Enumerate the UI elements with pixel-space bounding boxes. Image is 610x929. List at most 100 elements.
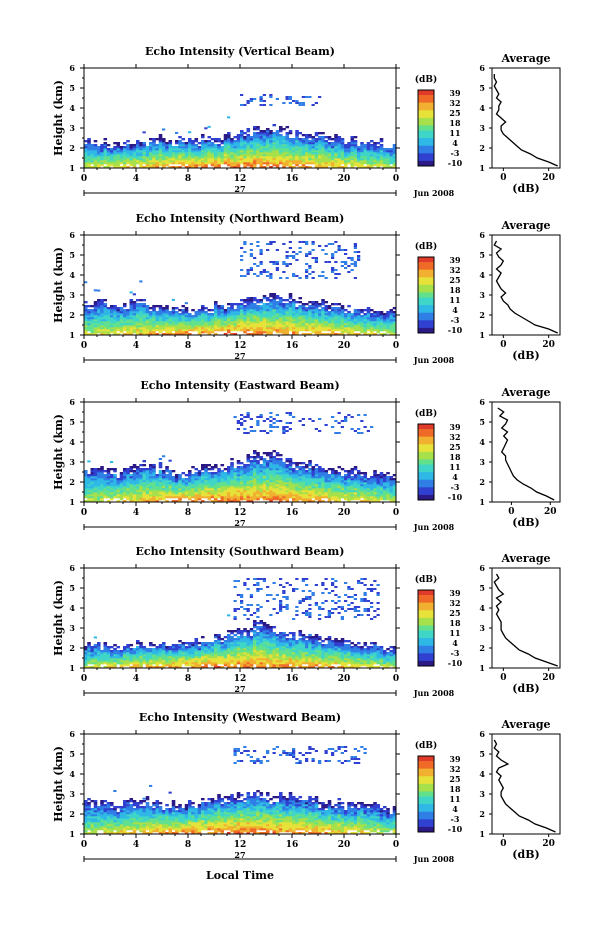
colorbar-segment	[418, 656, 434, 659]
colorbar-segment	[418, 809, 434, 812]
colorbar-segment	[418, 133, 434, 136]
colorbar-segment	[418, 595, 434, 598]
colorbar-segment	[418, 472, 434, 475]
colorbar-tick-label: -3	[451, 148, 460, 158]
colorbar-segment	[418, 272, 434, 275]
profile-y-tick-label: 2	[479, 477, 485, 487]
profile-y-tick-label: 6	[479, 563, 485, 573]
y-tick-label: 2	[69, 310, 75, 320]
profile-x-tick-label: 20	[542, 673, 555, 683]
colorbar-unit: (dB)	[415, 740, 437, 751]
colorbar-segment	[418, 776, 434, 779]
colorbar-segment	[418, 313, 434, 316]
profile-x-label: (dB)	[512, 848, 539, 861]
colorbar-segment	[418, 120, 434, 123]
colorbar-segment	[418, 131, 434, 134]
colorbar-segment	[418, 447, 434, 450]
colorbar-segment	[418, 262, 434, 265]
colorbar-tick-label: -10	[448, 492, 463, 502]
colorbar-tick-label: -10	[448, 325, 463, 335]
colorbar	[418, 590, 434, 666]
colorbar-segment	[418, 797, 434, 800]
colorbar-segment	[418, 105, 434, 108]
x-tick-label: 8	[185, 674, 191, 684]
colorbar-segment	[418, 452, 434, 455]
y-axis-label: Height (km)	[52, 414, 65, 490]
month-label: Jun 2008	[413, 688, 455, 698]
colorbar-segment	[418, 779, 434, 782]
colorbar-segment	[418, 310, 434, 313]
x-tick-label: 12	[234, 840, 247, 850]
colorbar-segment	[418, 93, 434, 96]
panel-title: Echo Intensity (Southward Beam)	[136, 545, 345, 558]
colorbar	[418, 756, 434, 832]
panel-title: Echo Intensity (Eastward Beam)	[140, 379, 339, 392]
y-tick-label: 6	[69, 63, 75, 73]
profile-title: Average	[500, 52, 550, 65]
colorbar-tick-label: 25	[449, 108, 460, 118]
colorbar-tick-label: -3	[451, 482, 460, 492]
colorbar-tick-label: 32	[449, 265, 460, 275]
colorbar-segment	[418, 625, 434, 628]
colorbar-segment	[418, 265, 434, 268]
colorbar-segment	[418, 295, 434, 298]
y-tick-label: 4	[69, 603, 75, 613]
colorbar-segment	[418, 807, 434, 810]
colorbar-tick-label: -3	[451, 315, 460, 325]
colorbar-segment	[418, 784, 434, 787]
y-tick-label: 4	[69, 769, 75, 779]
colorbar-segment	[418, 804, 434, 807]
colorbar-segment	[418, 285, 434, 288]
colorbar-segment	[418, 802, 434, 805]
panel-title: Echo Intensity (Northward Beam)	[136, 212, 345, 225]
y-tick-label: 4	[69, 270, 75, 280]
profile-x-label: (dB)	[512, 682, 539, 695]
y-tick-label: 1	[69, 663, 75, 673]
colorbar-segment	[418, 442, 434, 445]
profile-y-tick-label: 3	[479, 789, 485, 799]
colorbar-segment	[418, 475, 434, 478]
colorbar-segment	[418, 110, 434, 113]
colorbar-tick-label: 32	[449, 98, 460, 108]
colorbar-segment	[418, 270, 434, 273]
profile-y-tick-label: 5	[479, 417, 485, 427]
x-tick-label: 0	[81, 341, 87, 351]
profile-y-tick-label: 5	[479, 749, 485, 759]
colorbar-segment	[418, 824, 434, 827]
y-tick-label: 5	[69, 250, 75, 260]
colorbar-segment	[418, 477, 434, 480]
colorbar-segment	[418, 764, 434, 767]
colorbar-segment	[418, 125, 434, 128]
profile-y-tick-label: 2	[479, 143, 485, 153]
colorbar-segment	[418, 812, 434, 815]
colorbar-segment	[418, 95, 434, 98]
month-label: Jun 2008	[413, 355, 455, 365]
colorbar-segment	[418, 467, 434, 470]
colorbar-segment	[418, 300, 434, 303]
colorbar-segment	[418, 487, 434, 490]
profile-y-tick-label: 6	[479, 729, 485, 739]
colorbar-segment	[418, 161, 434, 164]
colorbar-segment	[418, 128, 434, 131]
y-axis-label: Height (km)	[52, 580, 65, 656]
colorbar-segment	[418, 439, 434, 442]
colorbar-segment	[418, 457, 434, 460]
colorbar-tick-label: 4	[452, 138, 458, 148]
colorbar-segment	[418, 108, 434, 111]
y-tick-label: 5	[69, 749, 75, 759]
colorbar-tick-label: 25	[449, 608, 460, 618]
colorbar-tick-label: 39	[449, 754, 461, 764]
colorbar-segment	[418, 429, 434, 432]
profile-x-tick-label: 20	[542, 839, 555, 849]
profile-x-tick-label: 20	[544, 507, 557, 517]
x-tick-label: 12	[234, 508, 247, 518]
y-tick-label: 1	[69, 330, 75, 340]
colorbar-segment	[418, 761, 434, 764]
colorbar-unit: (dB)	[415, 74, 437, 85]
y-axis-label: Height (km)	[52, 746, 65, 822]
profile-y-tick-label: 4	[479, 270, 485, 280]
colorbar-segment	[418, 490, 434, 493]
colorbar-segment	[418, 292, 434, 295]
y-tick-label: 3	[69, 789, 75, 799]
colorbar-segment	[418, 799, 434, 802]
